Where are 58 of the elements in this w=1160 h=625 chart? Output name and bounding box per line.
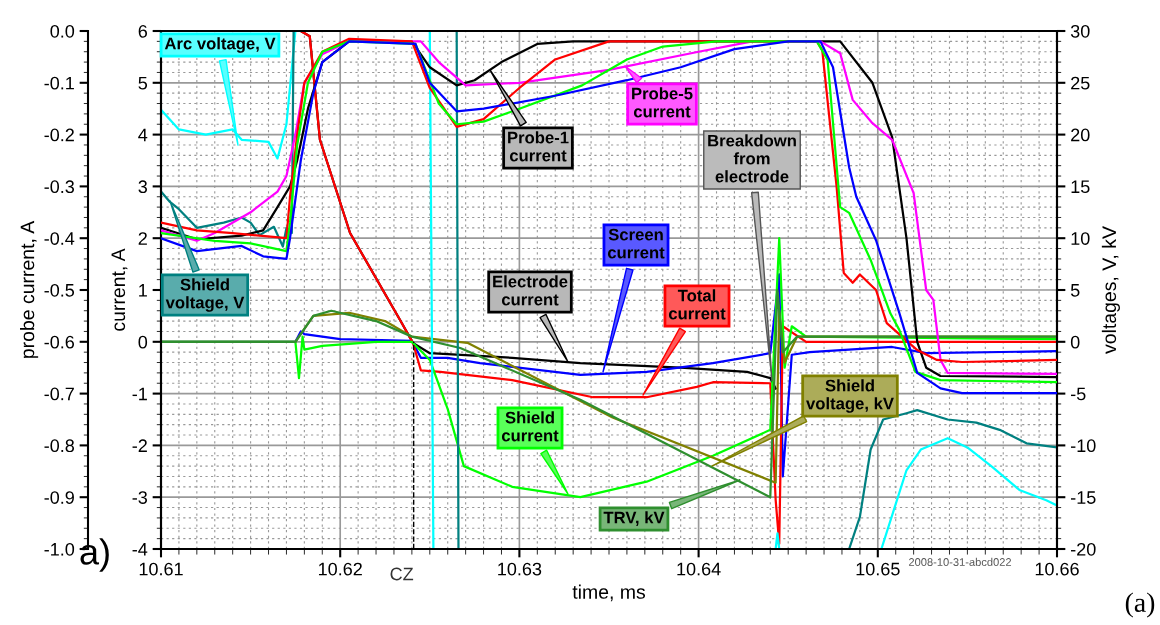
y-tick-label: 3 bbox=[138, 180, 148, 194]
y3-tick-label: -0.3 bbox=[44, 180, 75, 194]
series-label: Arc voltage, V bbox=[164, 37, 276, 53]
y3-tick-label: -0.4 bbox=[44, 232, 75, 245]
text: Shield current bbox=[501, 411, 559, 442]
y3-tick-label: -0.2 bbox=[44, 128, 74, 142]
annotation: Breakdown from electrode bbox=[708, 134, 796, 183]
text: Probe-1 current bbox=[508, 131, 569, 162]
y2-tick-label: 10 bbox=[1071, 232, 1090, 245]
y2-tick-label: 15 bbox=[1071, 180, 1090, 194]
y-tick-label: -1 bbox=[132, 387, 147, 401]
y2-tick-label: -5 bbox=[1071, 387, 1086, 401]
x-tick-label: 10.65 bbox=[856, 562, 900, 576]
y2-tick-label: 25 bbox=[1071, 76, 1090, 90]
y-tick-label: 1 bbox=[139, 284, 147, 297]
y2-tick-label: 5 bbox=[1070, 284, 1080, 297]
y2-tick-label: -10 bbox=[1071, 439, 1096, 453]
y2-tick-label: 0 bbox=[1070, 335, 1080, 349]
x-tick-label: 10.61 bbox=[139, 562, 183, 576]
ref-line-label: CZ bbox=[390, 567, 414, 581]
series-label: Shield voltage, kV bbox=[806, 379, 894, 413]
text: a) bbox=[80, 538, 109, 572]
text: (a) bbox=[1125, 592, 1155, 618]
legend-label: Probe-5 current bbox=[632, 87, 693, 118]
y-tick-label: 6 bbox=[138, 24, 148, 38]
text: Screen current bbox=[607, 228, 665, 259]
y-tick-label: 0 bbox=[138, 335, 148, 349]
text: Total current bbox=[668, 289, 726, 320]
x-tick-label: 10.66 bbox=[1035, 562, 1079, 576]
text: TRV, kV bbox=[603, 511, 665, 526]
x-tick-label: 10.64 bbox=[677, 562, 721, 576]
y2-tick-label: -20 bbox=[1071, 542, 1096, 556]
y3-tick-label: -1.0 bbox=[44, 542, 75, 556]
y2-tick-label: 30 bbox=[1070, 24, 1090, 38]
y-tick-label: 5 bbox=[138, 76, 148, 90]
y-axis-title: current, A bbox=[111, 248, 128, 331]
y3-tick-label: -0.9 bbox=[44, 491, 74, 504]
y-tick-label: -3 bbox=[132, 491, 148, 504]
y-tick-label: 4 bbox=[138, 128, 148, 142]
text: 2008-10-31-abcd022 bbox=[908, 557, 1012, 566]
y3-tick-label: -0.7 bbox=[44, 387, 74, 401]
x-tick-label: 10.63 bbox=[498, 562, 542, 576]
y2-axis-title: voltages, V, kV bbox=[1101, 226, 1120, 354]
y2-tick-label: 20 bbox=[1071, 128, 1090, 142]
y3-tick-label: 0.0 bbox=[50, 24, 75, 38]
text: Electrode current bbox=[493, 275, 568, 306]
x-tick-label: 10.62 bbox=[318, 562, 362, 576]
y3-tick-label: -0.5 bbox=[44, 283, 75, 297]
y3-tick-label: -0.6 bbox=[44, 335, 75, 349]
y-tick-label: -4 bbox=[132, 543, 148, 556]
y3-axis-title: probe current, A bbox=[20, 220, 39, 358]
y3-tick-label: -0.8 bbox=[44, 439, 75, 453]
x-axis-title: time, ms bbox=[572, 584, 646, 602]
y-tick-label: 2 bbox=[138, 232, 147, 245]
y-tick-label: -2 bbox=[132, 439, 147, 452]
y3-tick-label: -0.1 bbox=[44, 76, 74, 90]
text: Shield voltage, V bbox=[165, 278, 245, 312]
y2-tick-label: -15 bbox=[1071, 491, 1096, 504]
